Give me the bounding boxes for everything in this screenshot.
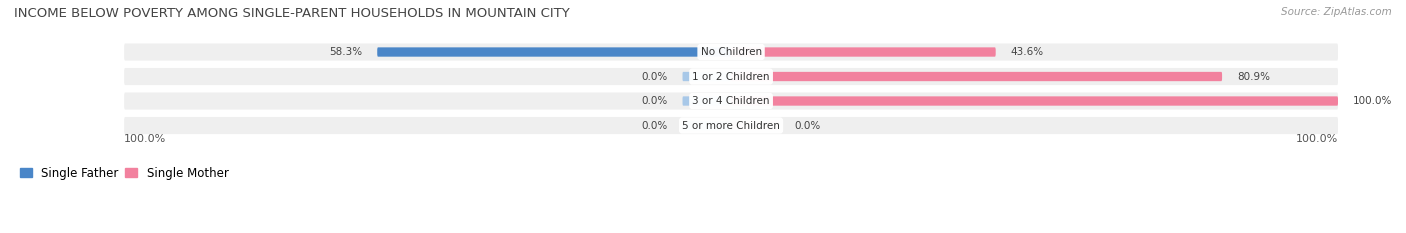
Text: 1 or 2 Children: 1 or 2 Children [692, 72, 770, 82]
Text: 58.3%: 58.3% [329, 47, 363, 57]
FancyBboxPatch shape [124, 117, 1339, 134]
Text: 5 or more Children: 5 or more Children [682, 120, 780, 130]
FancyBboxPatch shape [124, 43, 1339, 61]
FancyBboxPatch shape [731, 72, 1222, 81]
Text: 100.0%: 100.0% [1353, 96, 1392, 106]
Text: 3 or 4 Children: 3 or 4 Children [692, 96, 770, 106]
FancyBboxPatch shape [682, 121, 731, 130]
Text: Source: ZipAtlas.com: Source: ZipAtlas.com [1281, 7, 1392, 17]
Legend: Single Father, Single Mother: Single Father, Single Mother [15, 162, 233, 184]
FancyBboxPatch shape [682, 96, 731, 106]
Text: 43.6%: 43.6% [1011, 47, 1045, 57]
FancyBboxPatch shape [124, 93, 1339, 110]
Text: 80.9%: 80.9% [1237, 72, 1270, 82]
Text: 0.0%: 0.0% [794, 120, 821, 130]
FancyBboxPatch shape [377, 47, 731, 57]
FancyBboxPatch shape [731, 96, 1339, 106]
Text: INCOME BELOW POVERTY AMONG SINGLE-PARENT HOUSEHOLDS IN MOUNTAIN CITY: INCOME BELOW POVERTY AMONG SINGLE-PARENT… [14, 7, 569, 20]
Text: No Children: No Children [700, 47, 762, 57]
Text: 0.0%: 0.0% [641, 72, 668, 82]
Text: 100.0%: 100.0% [124, 134, 166, 144]
Text: 0.0%: 0.0% [641, 120, 668, 130]
Text: 100.0%: 100.0% [1296, 134, 1339, 144]
FancyBboxPatch shape [124, 68, 1339, 85]
FancyBboxPatch shape [731, 47, 995, 57]
FancyBboxPatch shape [682, 72, 731, 81]
Text: 0.0%: 0.0% [641, 96, 668, 106]
FancyBboxPatch shape [731, 121, 779, 130]
